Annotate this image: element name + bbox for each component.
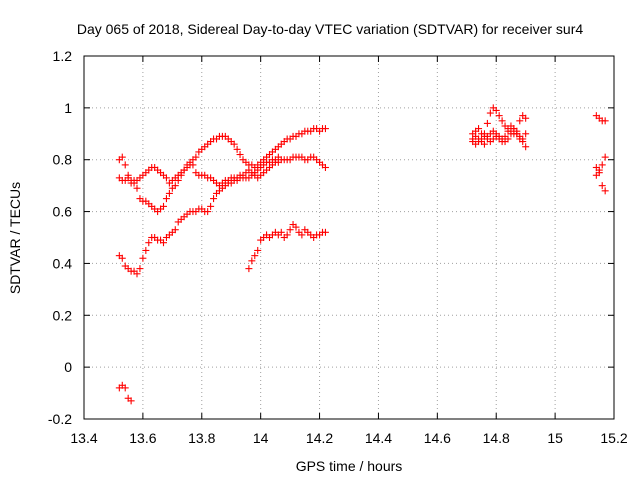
data-point <box>321 125 329 133</box>
data-point <box>251 252 259 260</box>
data-point <box>118 153 126 161</box>
data-point <box>210 195 218 203</box>
data-point <box>171 226 179 234</box>
data-point <box>598 182 606 190</box>
data-point <box>277 228 285 236</box>
data-point <box>142 246 150 254</box>
y-tick-label: -0.2 <box>48 411 72 427</box>
y-tick-label: 0 <box>64 359 72 375</box>
data-point <box>598 161 606 169</box>
data-point <box>118 254 126 262</box>
data-point <box>592 171 600 179</box>
data-point <box>254 246 262 254</box>
data-point <box>139 254 147 262</box>
data-point <box>165 189 173 197</box>
data-point <box>286 226 294 234</box>
data-point <box>595 166 603 174</box>
data-point <box>321 228 329 236</box>
data-point <box>145 239 153 247</box>
y-tick-label: 0.6 <box>53 204 73 220</box>
chart-title: Day 065 of 2018, Sidereal Day-to-day VTE… <box>77 21 583 37</box>
x-tick-label: 15 <box>547 430 563 446</box>
data-point <box>522 143 530 151</box>
data-points <box>115 104 609 405</box>
x-tick-label: 14.8 <box>483 430 510 446</box>
data-point <box>516 117 524 125</box>
data-point <box>160 202 167 210</box>
data-point <box>192 153 200 161</box>
data-point <box>601 117 609 125</box>
data-point <box>248 257 256 265</box>
data-point <box>522 114 530 122</box>
data-point <box>236 151 244 159</box>
x-tick-label: 14 <box>253 430 269 446</box>
data-point <box>207 202 215 210</box>
x-tick-label: 13.4 <box>70 430 97 446</box>
data-point <box>492 106 500 114</box>
data-point <box>283 231 291 239</box>
data-point <box>483 135 491 143</box>
data-point <box>321 163 329 171</box>
data-point <box>483 119 491 127</box>
x-tick-label: 15.2 <box>600 430 627 446</box>
data-point <box>189 161 197 169</box>
data-point <box>136 265 144 273</box>
x-tick-label: 14.4 <box>365 430 392 446</box>
data-point <box>121 384 129 392</box>
data-point <box>513 127 521 135</box>
data-point <box>480 140 488 148</box>
grid-layer <box>84 56 614 419</box>
y-tick-label: 0.4 <box>53 255 73 271</box>
data-point <box>292 223 300 231</box>
x-tick-label: 14.2 <box>306 430 333 446</box>
data-point <box>522 130 530 138</box>
data-point <box>230 140 238 148</box>
x-tick-label: 13.6 <box>129 430 156 446</box>
data-point <box>245 265 253 273</box>
y-tick-label: 1.2 <box>53 48 73 64</box>
data-point <box>475 125 483 133</box>
data-point <box>298 231 306 239</box>
y-tick-label: 0.8 <box>53 152 73 168</box>
data-point <box>160 239 167 247</box>
data-point <box>519 135 527 143</box>
data-point <box>133 184 141 192</box>
data-point <box>233 145 241 153</box>
y-tick-label: 0.2 <box>53 307 73 323</box>
data-point <box>498 117 506 125</box>
data-point <box>486 109 494 117</box>
data-point <box>504 135 512 143</box>
data-point <box>133 270 141 278</box>
data-point <box>601 187 609 195</box>
data-point <box>171 182 179 190</box>
x-axis-label: GPS time / hours <box>296 458 403 474</box>
tick-layer: 13.4 13.6 13.8 14 14.2 14.4 14.6 14.8 15 15.2 -0.2… <box>48 48 628 446</box>
data-point <box>204 208 212 216</box>
x-tick-label: 13.8 <box>188 430 215 446</box>
data-point <box>507 130 515 138</box>
data-point <box>274 153 282 161</box>
y-axis-label: SDTVAR / TECUs <box>7 182 23 294</box>
y-tick-label: 1 <box>64 100 72 116</box>
data-point <box>121 161 129 169</box>
x-tick-label: 14.6 <box>424 430 451 446</box>
data-point <box>162 195 170 203</box>
data-point <box>601 153 609 161</box>
plot-frame <box>83 55 615 420</box>
data-point <box>162 174 170 182</box>
data-point <box>127 397 135 405</box>
data-point <box>495 112 503 120</box>
